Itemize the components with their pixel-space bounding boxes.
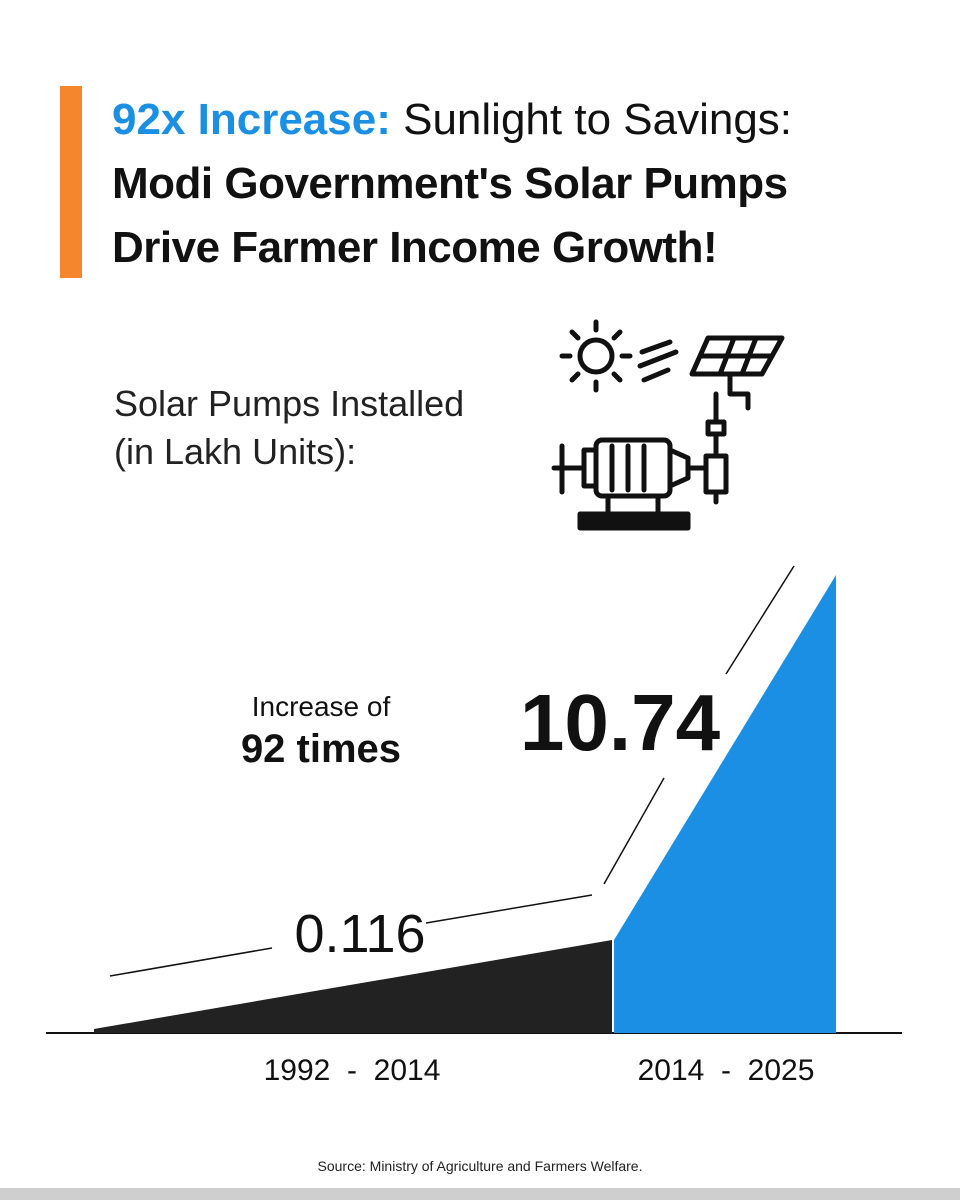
title-lead: Sunlight to Savings: <box>403 95 793 144</box>
trend-line-left-a <box>109 947 273 977</box>
title-line-3: Drive Farmer Income Growth! <box>112 223 718 272</box>
title-line-2: Modi Government's Solar Pumps <box>112 159 788 208</box>
solar-pump-icon <box>551 319 785 531</box>
title-highlight: 92x Increase: <box>112 95 391 144</box>
annotation-line-1: Increase of <box>252 691 391 722</box>
annotation-line-2: 92 times <box>241 727 401 771</box>
chart-subtitle: Solar Pumps Installed (in Lakh Units): <box>114 380 464 476</box>
subtitle-line-1: Solar Pumps Installed <box>114 383 465 424</box>
trend-line-right-b <box>725 565 795 675</box>
x-tick-label-0: 1992 - 2014 <box>264 1054 441 1087</box>
title-line-1: 92x Increase: Sunlight to Savings: <box>112 88 942 152</box>
trend-line-right-a <box>603 777 665 885</box>
area-1992-2014 <box>94 940 612 1033</box>
source-note: Source: Ministry of Agriculture and Farm… <box>317 1158 643 1174</box>
footer-strip <box>0 1188 960 1200</box>
accent-bar <box>60 86 82 278</box>
subtitle-line-2: (in Lakh Units): <box>114 431 357 472</box>
solar-pumps-chart: 0.116 10.74 Increase of 92 times 1992 - … <box>46 565 902 1087</box>
trend-line-left-b <box>425 894 593 924</box>
value-label-1: 10.74 <box>520 678 721 767</box>
x-tick-label-1: 2014 - 2025 <box>638 1054 815 1087</box>
page-title: 92x Increase: Sunlight to Savings: Modi … <box>112 88 942 280</box>
area-2014-2025 <box>614 575 836 1033</box>
value-label-0: 0.116 <box>294 904 425 964</box>
